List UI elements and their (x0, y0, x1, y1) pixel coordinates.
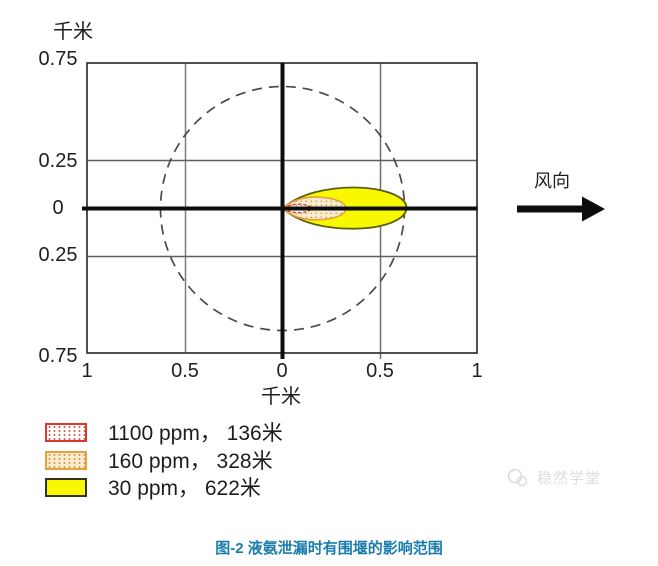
x-tick-1-left: 1 (81, 360, 93, 382)
legend-label-1100ppm: 1100 ppm， 136米 (108, 422, 283, 445)
y-tick-025-bottom: 0.25 (38, 244, 78, 266)
y-tick-075-top: 0.75 (38, 48, 78, 70)
legend-item-1100ppm: 1100 ppm， 136米 (45, 419, 283, 445)
legend-swatch-30ppm-icon (45, 477, 87, 497)
y-tick-025-top: 0.25 (38, 150, 78, 172)
watermark-logo-icon (507, 468, 528, 486)
figure-caption: 图-2 液氨泄漏时有围堰的影响范围 (215, 540, 443, 557)
legend-label-160ppm: 160 ppm， 328米 (108, 450, 273, 473)
watermark: 稳然学堂 (506, 467, 601, 488)
legend-label-30ppm: 30 ppm， 622米 (108, 477, 261, 500)
legend-swatch-1100ppm-icon (45, 422, 87, 442)
x-axis-title: 千米 (261, 386, 301, 408)
y-tick-075-bottom: 0.75 (38, 345, 78, 367)
legend-swatch-160ppm-icon (45, 450, 87, 470)
x-tick-0: 0 (276, 360, 288, 382)
x-tick-05-left: 0.5 (171, 360, 199, 382)
y-axis-title: 千米 (53, 21, 93, 43)
x-tick-05-right: 0.5 (366, 360, 394, 382)
legend-item-160ppm: 160 ppm， 328米 (45, 447, 273, 473)
x-tick-1-right: 1 (471, 360, 483, 382)
wind-arrow (517, 196, 605, 222)
legend-item-30ppm: 30 ppm， 622米 (45, 474, 261, 500)
wind-direction-label: 风向 (534, 171, 570, 191)
y-tick-0: 0 (52, 197, 64, 219)
watermark-text: 稳然学堂 (537, 470, 602, 487)
